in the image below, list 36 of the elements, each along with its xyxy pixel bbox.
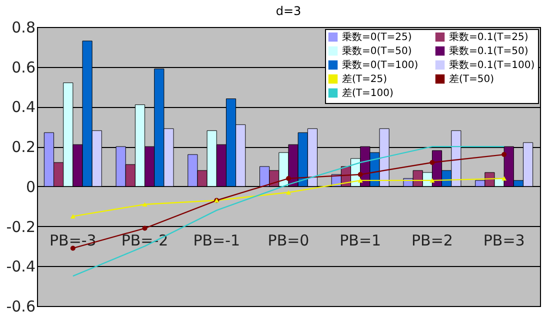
y-tick-label: 0 xyxy=(26,178,36,196)
point xyxy=(358,172,363,177)
y-tick-label: 0.4 xyxy=(12,98,36,116)
point xyxy=(70,214,76,218)
legend-label: 乗数=0.1(T=50) xyxy=(449,45,528,57)
x-tick-label: PB=2 xyxy=(411,232,453,250)
legend-label: 差(T=50) xyxy=(449,73,494,85)
y-tick-label: -0.4 xyxy=(6,258,36,276)
point xyxy=(142,202,148,207)
legend-label: 乗数=0(T=25) xyxy=(342,31,412,44)
y-tick-label: -0.2 xyxy=(6,218,36,236)
x-tick-label: PB=-1 xyxy=(193,232,240,250)
point xyxy=(430,178,435,183)
legend-label: 乗数=0.1(T=100) xyxy=(449,59,535,71)
point xyxy=(502,176,507,181)
point xyxy=(358,178,363,183)
x-tick-label: PB=0 xyxy=(268,232,310,250)
legend-label: 乗数=0(T=100) xyxy=(342,59,418,71)
y-tick-label: -0.6 xyxy=(6,298,36,316)
point xyxy=(286,190,291,195)
y-tick-label: 0.2 xyxy=(12,138,36,156)
y-tick-label: 0.6 xyxy=(12,58,36,76)
legend-label: 差(T=100) xyxy=(342,87,394,99)
legend-label: 差(T=25) xyxy=(342,73,388,85)
point xyxy=(142,226,148,231)
point xyxy=(286,176,291,181)
y-tick-label: 0.8 xyxy=(12,18,36,36)
x-tick-label: PB=1 xyxy=(340,232,382,250)
x-tick-label: PB=-3 xyxy=(49,232,96,250)
point xyxy=(430,160,435,166)
point xyxy=(502,152,507,158)
point xyxy=(70,246,76,251)
legend-label: 乗数=0.1(T=25) xyxy=(449,31,528,44)
x-tick-label: PB=3 xyxy=(483,232,525,250)
legend-label: 乗数=0(T=50) xyxy=(342,45,412,57)
chart-title: d=3 xyxy=(276,4,302,18)
